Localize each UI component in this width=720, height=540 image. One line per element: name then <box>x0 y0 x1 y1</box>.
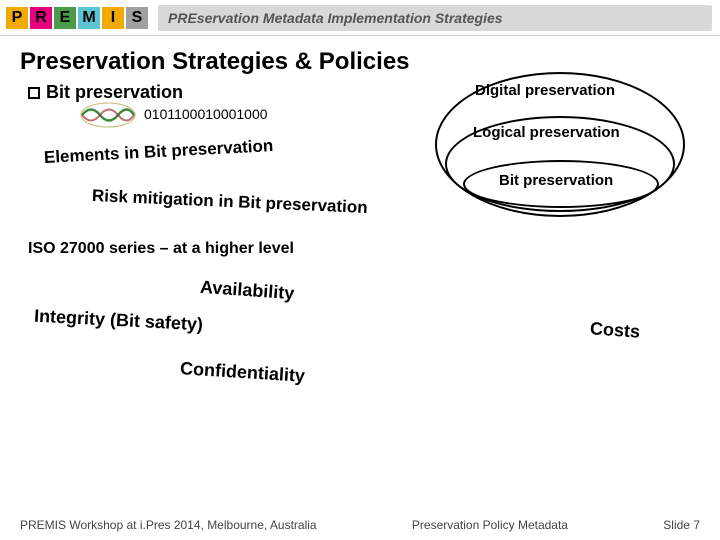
footer-center: Preservation Policy Metadata <box>412 518 568 532</box>
slide-footer: PREMIS Workshop at i.Pres 2014, Melbourn… <box>0 518 720 532</box>
elements-in-bit-preservation: Elements in Bit preservation <box>43 136 273 168</box>
integrity-label: Integrity (Bit safety) <box>34 306 204 336</box>
bullet-bit-preservation: Bit preservation <box>28 82 183 103</box>
costs-label: Costs <box>589 318 640 342</box>
header-subtitle: PREservation Metadata Implementation Str… <box>158 5 712 31</box>
logo-letter-p: P <box>6 7 28 29</box>
label-bit-preservation: Bit preservation <box>499 172 613 189</box>
logo-letter-s: S <box>126 7 148 29</box>
risk-mitigation-line: Risk mitigation in Bit preservation <box>92 186 368 218</box>
label-digital-preservation: Digital preservation <box>475 82 615 99</box>
logo-letter-i: I <box>102 7 124 29</box>
label-logical-preservation: Logical preservation <box>473 124 620 141</box>
wave-icon <box>80 102 136 128</box>
logo-letter-r: R <box>30 7 52 29</box>
footer-right: Slide 7 <box>663 518 700 532</box>
header-bar: P R E M I S PREservation Metadata Implem… <box>0 0 720 36</box>
availability-label: Availability <box>199 277 295 305</box>
slide-content: Bit preservation 0101100010001000 Elemen… <box>0 82 720 502</box>
preservation-ellipse-diagram: Digital preservation Logical preservatio… <box>435 72 695 222</box>
logo-letter-e: E <box>54 7 76 29</box>
footer-left: PREMIS Workshop at i.Pres 2014, Melbourn… <box>20 518 317 532</box>
premis-logo: P R E M I S <box>0 7 150 29</box>
iso-27000-line: ISO 27000 series – at a higher level <box>28 240 294 258</box>
logo-letter-m: M <box>78 7 100 29</box>
confidentiality-label: Confidentiality <box>179 358 305 387</box>
bullet-square-icon <box>28 87 40 99</box>
bullet-label: Bit preservation <box>46 82 183 102</box>
binary-string: 0101100010001000 <box>144 106 268 122</box>
